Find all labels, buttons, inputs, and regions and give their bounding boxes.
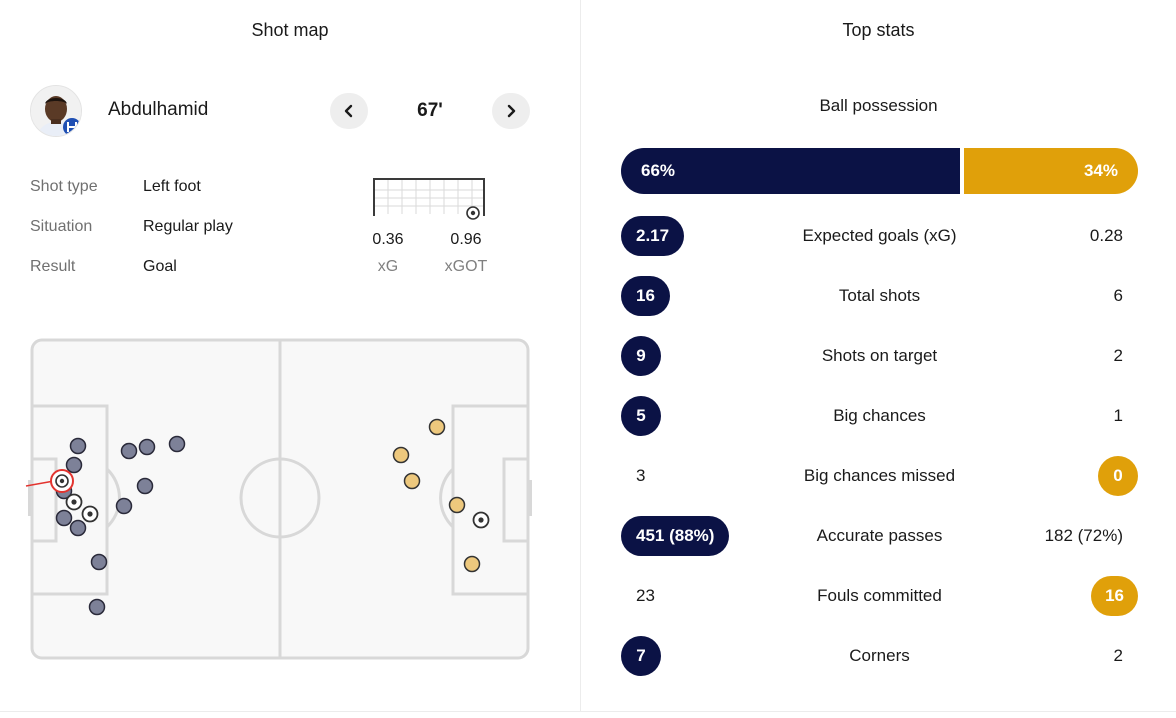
stat-label: Fouls committed [817, 586, 942, 605]
home-shot-marker[interactable] [65, 456, 83, 474]
ball-possession-bar: 66% 34% [621, 148, 1138, 194]
home-shot-marker[interactable] [136, 477, 154, 495]
home-shot-marker[interactable] [115, 497, 133, 515]
left-penalty-arc [105, 467, 121, 529]
xgot-label: xGOT [444, 258, 488, 275]
away-shot-marker[interactable] [403, 472, 421, 490]
stat-label: Big chances missed [803, 466, 956, 485]
shot-type-label: Shot type [30, 178, 98, 195]
stat-row-fouls-committed: 23 Fouls committed 16 [621, 576, 1138, 616]
top-stats-panel: Top stats Ball possession 66% 34% 2.17 E… [581, 0, 1176, 712]
stat-away-value: 182 (72%) [1044, 526, 1123, 545]
stat-home-value: 5 [621, 396, 661, 436]
stat-away-value: 16 [1091, 576, 1138, 616]
stat-label: Corners [849, 646, 910, 665]
selected-shot-marker[interactable] [25, 469, 74, 493]
stat-away-value: 1 [1113, 406, 1123, 425]
goal-net-icon [373, 178, 485, 220]
stat-away-value: 0.28 [1089, 226, 1123, 245]
stat-row-expected-goals: 2.17 Expected goals (xG) 0.28 [621, 216, 1138, 256]
right-goal [527, 480, 532, 516]
situation-label: Situation [30, 218, 93, 235]
stat-label: Expected goals (xG) [802, 226, 957, 245]
stat-row-corners: 7 Corners 2 [621, 636, 1138, 676]
shot-minute: 67' [417, 100, 443, 121]
away-shot-marker[interactable] [428, 418, 446, 436]
panel-divider [580, 0, 581, 712]
stat-row-accurate-passes: 451 (88%) Accurate passes 182 (72%) [621, 516, 1138, 556]
shot-map-pitch [25, 338, 532, 660]
stat-home-value: 3 [636, 466, 646, 485]
situation-value: Regular play [143, 218, 233, 235]
home-shot-marker[interactable] [69, 519, 87, 537]
player-avatar [30, 85, 82, 137]
stat-label: Total shots [838, 286, 921, 305]
stat-away-value: 0 [1098, 456, 1138, 496]
stat-home-value: 7 [621, 636, 661, 676]
result-value: Goal [143, 258, 177, 275]
player-photo-icon [31, 86, 81, 136]
top-stats-title: Top stats [842, 20, 915, 40]
home-goal-marker[interactable] [81, 505, 99, 523]
xg-value: 0.36 [372, 231, 404, 248]
chevron-right-icon [507, 104, 516, 118]
xgot-value: 0.96 [450, 231, 482, 248]
stat-label: Big chances [833, 406, 926, 425]
center-circle [239, 457, 321, 539]
home-shot-marker[interactable] [90, 553, 108, 571]
previous-shot-button[interactable] [330, 93, 368, 129]
stat-home-value: 16 [621, 276, 670, 316]
stat-row-total-shots: 16 Total shots 6 [621, 276, 1138, 316]
next-shot-button[interactable] [492, 93, 530, 129]
stat-home-value: 2.17 [621, 216, 685, 256]
stat-away-value: 2 [1113, 346, 1123, 365]
home-shot-marker[interactable] [88, 598, 106, 616]
away-shot-marker[interactable] [392, 446, 410, 464]
home-shot-marker[interactable] [69, 437, 87, 455]
possession-away-segment: 34% [964, 148, 1138, 194]
bottom-border [0, 711, 1176, 712]
stat-label: Shots on target [821, 346, 938, 365]
chevron-left-icon [344, 104, 353, 118]
ball-possession-label: Ball possession [819, 96, 938, 115]
home-shot-marker[interactable] [55, 509, 73, 527]
shot-map-panel: Shot map Abdulhamid 67' Shot type Left f… [0, 0, 580, 712]
stat-away-value: 2 [1113, 646, 1123, 665]
goal-frame-graphic [370, 176, 488, 225]
stat-home-value: 9 [621, 336, 661, 376]
right-penalty-arc [439, 467, 455, 529]
away-shot-marker[interactable] [463, 555, 481, 573]
stat-row-big-chances: 5 Big chances 1 [621, 396, 1138, 436]
home-shot-marker[interactable] [168, 435, 186, 453]
shot-map-title: Shot map [251, 20, 329, 40]
away-goal-marker[interactable] [472, 511, 490, 529]
possession-home-segment: 66% [621, 148, 960, 194]
stat-row-big-chances-missed: 3 Big chances missed 0 [621, 456, 1138, 496]
home-shot-marker[interactable] [138, 438, 156, 456]
away-shot-marker[interactable] [448, 496, 466, 514]
xg-label: xG [377, 258, 399, 275]
home-goal-marker[interactable] [65, 493, 83, 511]
result-label: Result [30, 258, 76, 275]
stat-home-value: 451 (88%) [621, 516, 730, 556]
stat-home-value: 23 [636, 586, 655, 605]
stat-label: Accurate passes [816, 526, 943, 545]
shot-type-value: Left foot [143, 178, 201, 195]
player-name: Abdulhamid [108, 99, 209, 120]
home-shot-marker[interactable] [120, 442, 138, 460]
stat-away-value: 6 [1113, 286, 1123, 305]
stat-row-shots-on-target: 9 Shots on target 2 [621, 336, 1138, 376]
left-goal [28, 480, 33, 516]
